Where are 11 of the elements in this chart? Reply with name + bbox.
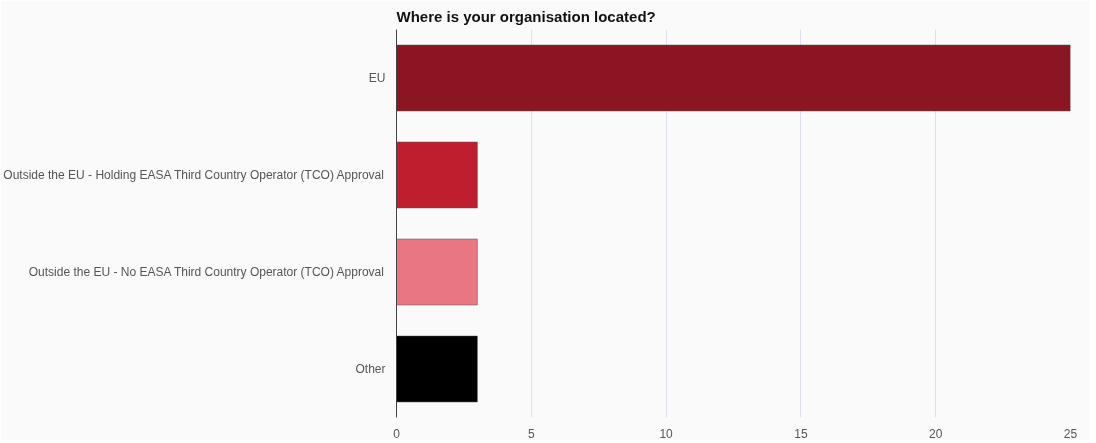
y-tick-label: Other — [355, 362, 386, 376]
x-tick-label: 25 — [1063, 426, 1078, 441]
x-tick-label: 20 — [929, 426, 943, 441]
x-tick-label: 0 — [393, 426, 401, 441]
chart-title: Where is your organisation located? — [396, 7, 656, 25]
x-tick-label: 10 — [659, 426, 674, 441]
x-tick-label: 5 — [527, 426, 535, 441]
x-tick-label: 15 — [794, 426, 808, 441]
y-tick-label: Outside the EU - Holding EASA Third Country Operator (TCO) Approval — [3, 168, 384, 182]
y-tick-label: Outside the EU - No EASA Third Country Operator (TCO) Approval — [28, 265, 384, 279]
y-tick-label: EU — [368, 71, 386, 85]
